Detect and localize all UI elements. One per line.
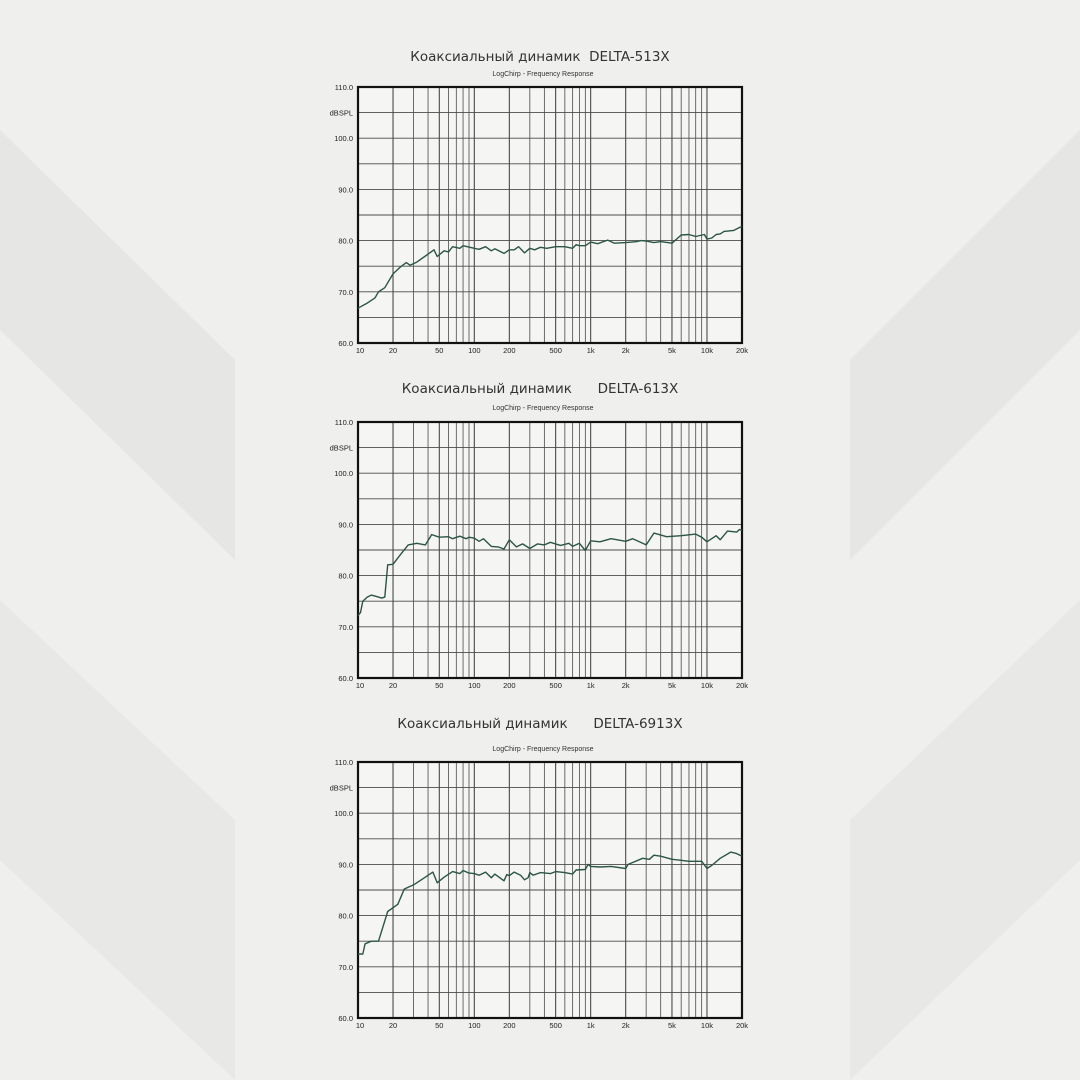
x-tick-label: 10k [701, 681, 713, 690]
response-curve [357, 528, 743, 616]
x-tick-label: 2k [622, 346, 630, 355]
y-tick-label: 80.0 [338, 237, 353, 246]
x-tick-label: 50 [435, 346, 443, 355]
x-tick-label: 20k [736, 346, 748, 355]
chart-2: 60.0 70.0 80.0 90.0 100.0 110.0 dBSPL 10 20 50 100… [330, 418, 749, 690]
x-tick-label: 10 [356, 681, 364, 690]
x-tick-label: 20k [736, 681, 748, 690]
x-tick-label: 10k [701, 1021, 713, 1030]
x-tick-label: 50 [435, 681, 443, 690]
x-tick-label: 5k [668, 1021, 676, 1030]
y-tick-label: 60.0 [338, 674, 353, 683]
y-tick-label: 70.0 [338, 963, 353, 972]
chart-title-3: Коаксиальный динамик DELTA-6913X [397, 716, 683, 732]
y-tick-label: 110.0 [335, 83, 353, 92]
chart-subtitle-2: LogChirp - Frequency Response [492, 405, 594, 412]
chart-subtitle-3: LogChirp - Frequency Response [492, 746, 594, 753]
y-tick-label: 90.0 [338, 520, 353, 529]
x-tick-label: 500 [549, 681, 562, 690]
y-tick-label: 60.0 [338, 1014, 353, 1023]
x-tick-label: 100 [468, 1021, 481, 1030]
x-tick-label: 500 [549, 346, 562, 355]
x-tick-label: 1k [587, 681, 595, 690]
plot-frame [356, 760, 744, 1020]
x-tick-label: 1k [587, 1021, 595, 1030]
x-tick-label: 10 [356, 346, 364, 355]
y-axis-label: dBSPL [330, 109, 353, 118]
chart-1: 60.0 70.0 80.0 90.0 100.0 110.0 dBSPL 10 20 50 100… [330, 83, 749, 355]
x-tick-label: 200 [503, 1021, 516, 1030]
x-tick-label: 1k [587, 346, 595, 355]
plot-frame [356, 85, 744, 345]
x-tick-label: 200 [503, 346, 516, 355]
y-tick-label: 80.0 [338, 572, 353, 581]
x-tick-label: 100 [468, 346, 481, 355]
y-axis-label: dBSPL [330, 784, 353, 793]
response-curve [357, 225, 743, 309]
x-tick-label: 500 [549, 1021, 562, 1030]
x-tick-label: 10 [356, 1021, 364, 1030]
x-tick-label: 5k [668, 346, 676, 355]
y-tick-label: 90.0 [338, 185, 353, 194]
x-tick-label: 20 [389, 346, 397, 355]
y-axis-label: dBSPL [330, 444, 353, 453]
y-tick-label: 100.0 [334, 809, 353, 818]
x-tick-label: 2k [622, 681, 630, 690]
x-tick-label: 2k [622, 1021, 630, 1030]
x-tick-label: 10k [701, 346, 713, 355]
x-tick-label: 20 [389, 1021, 397, 1030]
y-tick-label: 70.0 [338, 288, 353, 297]
x-tick-label: 5k [668, 681, 676, 690]
x-tick-label: 50 [435, 1021, 443, 1030]
x-tick-label: 20 [389, 681, 397, 690]
y-tick-label: 80.0 [338, 912, 353, 921]
x-tick-label: 20k [736, 1021, 748, 1030]
chart-subtitle-1: LogChirp - Frequency Response [492, 71, 594, 78]
response-curve [358, 851, 743, 955]
y-tick-label: 100.0 [334, 134, 353, 143]
y-tick-label: 110.0 [335, 758, 353, 767]
y-tick-label: 90.0 [338, 860, 353, 869]
chart-3: 60.0 70.0 80.0 90.0 100.0 110.0 dBSPL 10 20 50 100… [330, 758, 749, 1030]
y-tick-label: 70.0 [338, 623, 353, 632]
y-tick-label: 100.0 [334, 469, 353, 478]
x-tick-label: 200 [503, 681, 516, 690]
plot-frame [356, 420, 744, 680]
y-tick-label: 110.0 [335, 418, 353, 427]
x-tick-label: 100 [468, 681, 481, 690]
chart-title-2: Коаксиальный динамик DELTA-613X [401, 381, 679, 397]
y-tick-label: 60.0 [338, 339, 353, 348]
chart-title-1: Коаксиальный динамик DELTA-513X [410, 49, 670, 65]
